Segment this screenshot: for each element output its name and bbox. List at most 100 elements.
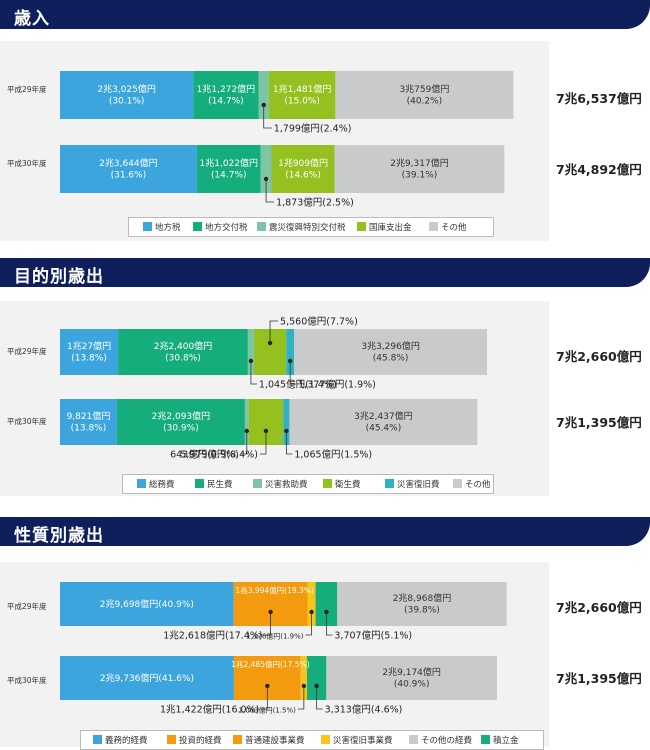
legend-item: 地方税 — [143, 221, 181, 233]
callout-line — [285, 431, 293, 455]
section-title: 目的別歳出 — [14, 267, 104, 287]
bar-segment — [300, 656, 307, 700]
callout-line — [297, 686, 305, 710]
callout-label: 1,376億円(1.9%) — [246, 632, 304, 641]
category-label: 平成30年度 — [7, 416, 47, 426]
legend-item: その他 — [453, 478, 491, 490]
legend-swatch — [93, 735, 102, 744]
legend-swatch — [357, 222, 366, 231]
data-label: 2兆9,317億円(39.1%) — [390, 157, 449, 180]
callout-line — [263, 105, 272, 129]
chart-revenue: 平成29年度 2兆3,025億円(30.1%) 1兆1,272億円(14.7%) 1兆… — [7, 71, 514, 209]
callout-label: 3,707億円(5.1%) — [334, 630, 412, 642]
legend-item: 投資的経費 — [167, 734, 222, 746]
legend-swatch — [193, 222, 202, 231]
legend-swatch — [409, 735, 418, 744]
legend-swatch — [481, 735, 490, 744]
category-label: 平成30年度 — [7, 675, 47, 685]
bar-segment — [307, 582, 316, 626]
data-label: 3兆759億円(40.2%) — [399, 83, 449, 106]
callout-line — [265, 179, 275, 203]
legend-swatch — [253, 479, 262, 488]
legend-swatch — [429, 222, 438, 231]
legend-label: 投資的経費 — [179, 736, 222, 746]
callout-label: 1兆2,618億円(17.4%) — [163, 630, 262, 642]
callout-label: 1,799億円(2.4%) — [274, 123, 352, 135]
callout-line — [269, 320, 279, 343]
bar-segment — [258, 71, 269, 119]
category-label: 平成30年度 — [7, 158, 47, 168]
legend-item: 災害救助費 — [253, 478, 308, 490]
chart-nature: 平成29年度 2兆9,698億円(40.9%) 2兆8,968億円(39.8%) 1兆… — [7, 582, 507, 716]
callout-label: 1,045億円(1.4%) — [259, 379, 337, 391]
legend-revenue: 地方税 地方交付税 震災復興特別交付税 国庫支出金 その他 — [128, 217, 494, 237]
legend-item: 積立金 — [481, 734, 519, 746]
callout-line — [261, 686, 268, 710]
callout-label: 1,065億円(1.5%) — [294, 449, 372, 461]
callout-label: 3,313億円(4.6%) — [325, 704, 403, 716]
legend-item: 震災復興特別交付税 — [257, 221, 346, 233]
chart-purpose: 平成29年度 1兆27億円(13.8%) 2兆2,400億円(30.8%) 3兆3,2… — [7, 316, 488, 461]
bar-segment — [196, 145, 261, 193]
callout-line — [289, 361, 297, 385]
legend-label: 地方交付税 — [205, 223, 248, 233]
data-label: 2兆2,400億円(30.8%) — [154, 340, 213, 363]
legend-label: 災害復旧事業費 — [333, 736, 393, 746]
bar-segment — [326, 656, 497, 700]
category-label: 平成29年度 — [7, 84, 47, 94]
callout-label: 5,979億円(8.4%) — [180, 449, 258, 461]
category-label: 平成29年度 — [7, 601, 47, 611]
data-label: 2兆9,174億円(40.9%) — [382, 666, 441, 689]
legend-label: 積立金 — [493, 736, 519, 746]
legend-swatch — [167, 735, 176, 744]
legend-label: 衛生費 — [335, 480, 361, 490]
total-h29-purpose: 7兆2,660億円 — [556, 349, 642, 364]
bar-segment — [247, 329, 254, 375]
section-title: 歳入 — [14, 9, 50, 29]
data-label: 1兆27億円(13.8%) — [67, 340, 111, 363]
callout-label: 1,377億円(1.9%) — [298, 379, 376, 391]
legend-label: 総務費 — [149, 480, 175, 490]
legend-item: 国庫支出金 — [357, 221, 412, 233]
data-label: 1兆909億円(14.6%) — [278, 157, 328, 180]
data-label: 1兆1,022億円(14.7%) — [200, 157, 259, 180]
bar-segment — [260, 145, 272, 193]
data-label: 3兆3,296億円(45.8%) — [361, 340, 420, 363]
legend-label: その他 — [441, 223, 467, 233]
bar-segment — [116, 399, 245, 445]
legend-label: 義務的経費 — [105, 736, 148, 746]
legend-nature: 義務的経費 投資的経費 普通建設事業費 災害復旧事業費 その他の経費 積立金 — [80, 730, 544, 750]
legend-label: 災害復旧費 — [397, 480, 440, 490]
bar-segment — [244, 399, 249, 445]
category-label: 平成29年度 — [7, 346, 47, 356]
total-h30-revenue: 7兆4,892億円 — [556, 162, 642, 177]
data-label: 3兆2,437億円(45.4%) — [354, 410, 413, 433]
legend-label: その他の経費 — [421, 736, 473, 746]
legend-label: 民生費 — [207, 480, 233, 490]
total-h29-nature: 7兆2,660億円 — [556, 600, 642, 615]
callout-line — [326, 612, 333, 636]
bar-segment — [193, 71, 259, 119]
legend-swatch — [137, 479, 146, 488]
legend-label: 普通建設事業費 — [245, 736, 305, 746]
bar-segment — [289, 399, 478, 445]
data-label: 1兆1,272億円(14.7%) — [197, 83, 256, 106]
bar-segment — [283, 399, 290, 445]
legend-item: 災害復旧事業費 — [321, 734, 393, 746]
legend-swatch — [233, 735, 242, 744]
bar-segment — [118, 329, 248, 375]
total-h30-nature: 7兆1,395億円 — [556, 671, 642, 686]
data-label: 1兆3,994億円(19.3%) — [235, 585, 313, 595]
data-label: 2兆9,698億円(40.9%) — [100, 598, 194, 610]
callout-line — [259, 431, 267, 455]
legend-swatch — [323, 479, 332, 488]
legend-item: 災害復旧費 — [385, 478, 440, 490]
callout-label: 1兆1,422億円(16.0%) — [160, 704, 259, 716]
bar-segment — [286, 329, 295, 375]
bar-segment — [60, 399, 117, 445]
data-label: 2兆3,025億円(30.1%) — [97, 83, 156, 106]
legend-swatch — [143, 222, 152, 231]
bar-segment — [60, 329, 119, 375]
callout-line — [264, 612, 272, 636]
legend-swatch — [195, 479, 204, 488]
